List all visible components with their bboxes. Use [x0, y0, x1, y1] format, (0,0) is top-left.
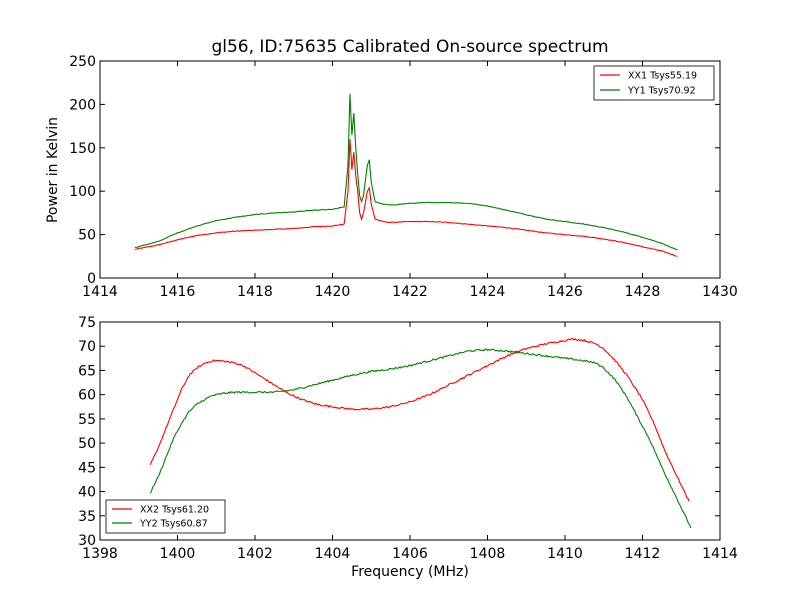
bottom-xtick-label: 1412	[625, 546, 661, 562]
bottom-legend: XX2 Tsys61.20 YY2 Tsys60.87	[105, 499, 226, 534]
bottom-legend-label-xx2: XX2 Tsys61.20	[140, 505, 209, 516]
top-xtick-label: 1422	[392, 284, 428, 300]
top-xtick-label: 1420	[315, 284, 351, 300]
top-ylabel: Power in Kelvin	[45, 117, 61, 223]
top-legend: XX1 Tsys55.19 YY1 Tsys70.92	[593, 65, 715, 101]
top-legend-box	[593, 65, 715, 101]
bottom-ytick-label: 40	[78, 485, 96, 501]
bottom-ytick-label: 60	[78, 388, 96, 404]
bottom-series-line-1	[149, 337, 690, 502]
bottom-legend-box	[105, 499, 226, 534]
bottom-xtick-label: 1400	[160, 546, 196, 562]
bottom-ytick-label: 50	[78, 436, 96, 452]
top-xtick-label: 1424	[470, 284, 506, 300]
bottom-xtick-label: 1414	[702, 546, 738, 562]
top-series-line-1	[134, 139, 678, 257]
bottom-ytick-label: 45	[78, 460, 96, 476]
figure-title: gl56, ID:75635 Calibrated On-source spec…	[211, 37, 608, 57]
top-plot-area: 1414 1416 1418 1420 1422 1424 1426 1428 1430 0 50 1…	[69, 54, 738, 300]
bottom-xtick-label: 1410	[547, 546, 583, 562]
bottom-ytick-label: 30	[78, 533, 96, 549]
top-xtick-label: 1418	[237, 284, 273, 300]
bottom-xtick-label: 1406	[392, 546, 428, 562]
top-xtick-label: 1416	[160, 284, 196, 300]
bottom-xtick-label: 1408	[470, 546, 506, 562]
bottom-ytick-label: 70	[78, 339, 96, 355]
bottom-ytick-label: 65	[78, 363, 96, 379]
top-xtick-label: 1414	[82, 284, 118, 300]
top-xtick-label: 1428	[625, 284, 661, 300]
top-ytick-label: 200	[69, 97, 96, 113]
bottom-legend-label-yy2: YY2 Tsys60.87	[139, 519, 208, 530]
top-ytick-label: 0	[87, 271, 96, 287]
top-legend-label-yy1: YY1 Tsys70.92	[627, 86, 696, 97]
top-legend-label-xx1: XX1 Tsys55.19	[628, 71, 697, 82]
bottom-xtick-label: 1404	[315, 546, 351, 562]
bottom-ytick-label: 75	[78, 315, 96, 331]
bottom-xlabel: Frequency (MHz)	[351, 564, 469, 580]
top-ytick-label: 100	[69, 184, 96, 200]
top-ytick-label: 250	[69, 54, 96, 70]
bottom-plot-area: 1398 1400 1402 1404 1406 1408 1410 1412 1414 30 35…	[78, 315, 738, 562]
bottom-panel: 1398 1400 1402 1404 1406 1408 1410 1412 1414 30 35…	[78, 315, 738, 580]
bottom-xtick-label: 1402	[237, 546, 273, 562]
top-ytick-label: 50	[78, 228, 96, 244]
top-series-line-2	[134, 93, 678, 251]
bottom-series-line-2	[149, 348, 692, 529]
bottom-xtick-label: 1398	[82, 546, 118, 562]
top-xtick-label: 1430	[702, 284, 738, 300]
top-panel: Power in Kelvin 1414 1416 1418 1420 1422 1424…	[45, 54, 738, 300]
bottom-ytick-label: 55	[78, 412, 96, 428]
top-ytick-label: 150	[69, 141, 96, 157]
top-xtick-label: 1426	[547, 284, 583, 300]
bottom-ytick-label: 35	[78, 509, 96, 525]
